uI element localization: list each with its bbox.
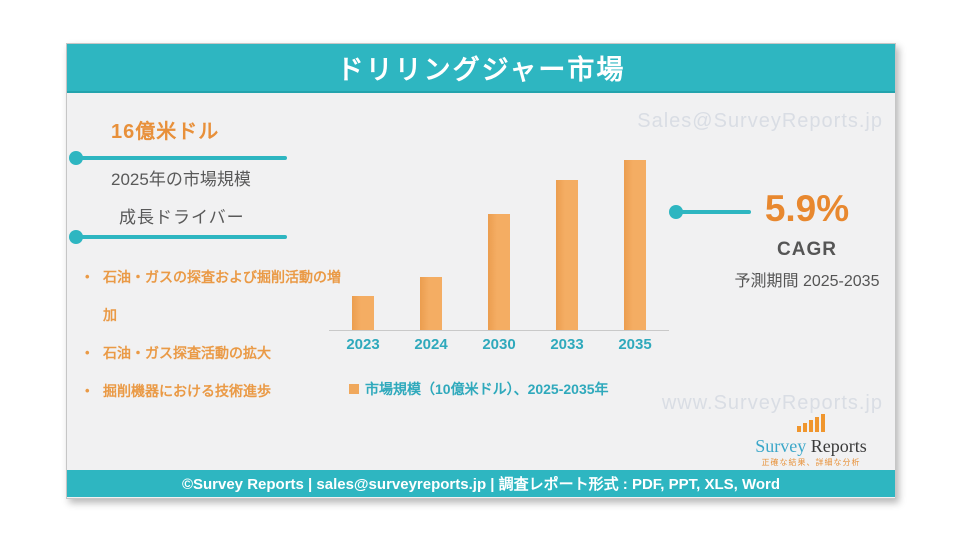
growth-driver-item: 石油・ガス探査活動の拡大 [79, 334, 351, 372]
divider-line-bottom [69, 230, 287, 244]
cagr-value: 5.9% [764, 188, 850, 229]
logo-tagline: 正確な結果、詳細な分析 [761, 458, 861, 467]
bar-slot [465, 214, 533, 330]
bar-slot [329, 296, 397, 330]
legend-label: 市場規模（10億米ドル）、2025-2035年 [365, 381, 609, 397]
legend-swatch-icon [349, 384, 359, 394]
footer-bar: ©Survey Reports | sales@surveyreports.jp… [67, 470, 895, 497]
footer-text: ©Survey Reports | sales@surveyreports.jp… [181, 476, 781, 493]
logo-name: Survey Reports [755, 436, 867, 456]
bar-2024 [420, 277, 442, 330]
infographic-card: ドリリングジャー市場 Sales@SurveyReports.jp www.Su… [66, 43, 896, 499]
bar-2023 [352, 296, 374, 330]
x-tick-2033: 2033 [550, 336, 584, 353]
growth-drivers-list: 石油・ガスの探査および掘削活動の増加石油・ガス探査活動の拡大掘削機器における技術… [79, 258, 351, 410]
market-size-value: 16億米ドル [111, 121, 220, 143]
bar-chart [329, 160, 669, 331]
page-title: ドリリングジャー市場 [336, 55, 626, 85]
market-size-label: 2025年の市場規模 [111, 170, 251, 189]
x-tick-2023: 2023 [346, 336, 380, 353]
growth-driver-item: 掘削機器における技術進歩 [79, 372, 351, 410]
bar-2030 [488, 214, 510, 330]
chart-legend: 市場規模（10億米ドル）、2025-2035年 [349, 379, 609, 399]
growth-driver-item: 石油・ガスの探査および掘削活動の増加 [79, 258, 351, 334]
bar-slot [397, 277, 465, 330]
bar-chart-x-axis: 2023 2024 2030 2033 2035 [329, 336, 669, 353]
survey-reports-logo: Survey Reports 正確な結果、詳細な分析 [701, 414, 921, 468]
watermark-url: www.SurveyReports.jp [661, 392, 883, 414]
title-bar: ドリリングジャー市場 [67, 44, 895, 93]
bar-2035 [624, 160, 646, 330]
x-tick-2030: 2030 [482, 336, 516, 353]
bar-slot [533, 180, 601, 330]
x-tick-2024: 2024 [414, 336, 448, 353]
divider-line-top [69, 151, 287, 165]
watermark-email: Sales@SurveyReports.jp [637, 110, 883, 132]
bar-chart-icon [797, 414, 825, 432]
bar-slot [601, 160, 669, 330]
forecast-period: 予測期間 2025-2035 [734, 273, 880, 290]
bar-2033 [556, 180, 578, 330]
x-tick-2035: 2035 [618, 336, 652, 353]
cagr-pointer-line [669, 205, 751, 219]
growth-drivers-title: 成長ドライバー [119, 208, 245, 227]
cagr-label: CAGR [777, 239, 837, 260]
